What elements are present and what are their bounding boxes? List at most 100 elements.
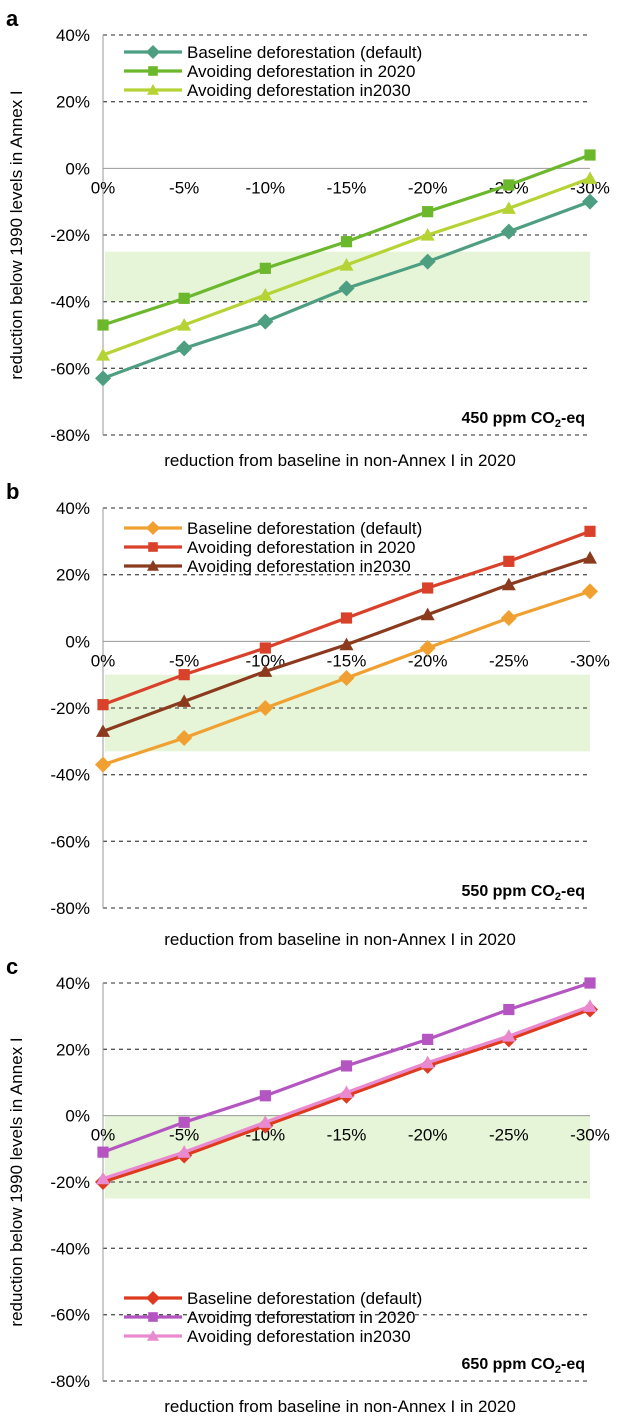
scenario-label: 550 ppm CO2-eq — [462, 883, 585, 903]
data-point — [419, 253, 436, 270]
data-point — [97, 1146, 109, 1158]
panel-letter: a — [6, 6, 19, 31]
legend: Baseline deforestation (default)Avoiding… — [124, 43, 422, 100]
series-1 — [95, 583, 598, 773]
y-tick-label: 0% — [65, 159, 90, 178]
data-point — [500, 610, 517, 626]
x-axis-title: reduction from baseline in non-Annex I i… — [164, 930, 516, 949]
data-point — [583, 551, 597, 564]
data-point — [340, 612, 353, 624]
y-tick-label: -40% — [50, 293, 90, 312]
data-point — [419, 640, 436, 656]
scenario-label: 650 ppm CO2-eq — [462, 1356, 585, 1376]
data-point — [503, 179, 515, 191]
legend: Baseline deforestation (default) Avoiding… — [124, 519, 422, 576]
legend-marker — [147, 1330, 159, 1341]
x-tick-label: 0% — [91, 651, 116, 670]
x-tick-label: -5% — [169, 651, 199, 670]
panel-letter: b — [6, 479, 19, 504]
data-point — [257, 313, 274, 330]
data-point — [97, 319, 109, 331]
x-tick-label: -20% — [408, 1126, 448, 1145]
data-point — [339, 1085, 354, 1099]
data-point — [259, 262, 271, 274]
legend-marker — [146, 521, 160, 535]
data-point — [584, 977, 596, 989]
data-point — [258, 664, 273, 677]
x-tick-label: -30% — [570, 651, 610, 670]
y-tick-label: -60% — [50, 359, 90, 378]
series-3 — [96, 171, 597, 361]
x-tick-label: -30% — [570, 1126, 610, 1145]
y-tick-label: -80% — [50, 899, 90, 918]
legend-marker — [148, 542, 158, 552]
x-tick-label: -20% — [408, 178, 448, 197]
data-point — [420, 607, 435, 621]
data-point — [176, 340, 193, 357]
legend-marker — [148, 1312, 158, 1322]
legend-label: Avoiding deforestation in2030 — [187, 81, 411, 100]
data-point — [501, 201, 516, 214]
y-tick-label: 0% — [65, 1107, 90, 1126]
chart-panel-a: a 40% 20% 0% -20% -40% -60% -80% 0% -5% -10% -15% -2… — [6, 6, 610, 470]
data-point — [95, 370, 111, 387]
data-point — [97, 699, 109, 711]
y-tick-label: 0% — [65, 632, 90, 651]
scenario-label: 450 ppm CO2-eq — [462, 410, 585, 430]
data-point — [503, 1003, 515, 1016]
data-point — [96, 1171, 110, 1185]
series-1 — [95, 193, 598, 387]
chart-panel-b: b 40% 20% 0% -20% -40% -60% -80% 0% -5% -10% -15% -2… — [6, 479, 610, 949]
y-tick-label: -20% — [50, 226, 90, 245]
data-point — [501, 1029, 516, 1042]
data-point — [583, 999, 597, 1012]
y-axis-title: reduction below 1990 levels in Annex I — [7, 1037, 26, 1326]
data-point — [338, 670, 355, 686]
data-point — [95, 756, 111, 773]
data-point — [420, 1055, 435, 1069]
x-tick-label: -15% — [327, 178, 367, 197]
y-tick-label: -60% — [50, 832, 90, 851]
chart-panel-c: c40%20%0%-20%-40%-60%-80%0% -5% -10% -15% -2… — [6, 954, 610, 1416]
data-point — [340, 236, 353, 248]
y-tick-label: 20% — [56, 1040, 90, 1059]
series-3 — [96, 551, 597, 737]
data-point — [177, 318, 192, 331]
series-3 — [96, 999, 597, 1185]
y-tick-label: 40% — [56, 26, 90, 45]
legend-label: Baseline deforestation (default) — [187, 519, 422, 538]
data-point — [584, 149, 596, 161]
panel-letter: c — [6, 954, 18, 979]
y-tick-label: -20% — [50, 1173, 90, 1192]
legend-label: Avoiding deforestation in2030 — [187, 557, 411, 576]
data-point — [96, 724, 110, 737]
y-tick-label: 40% — [56, 499, 90, 518]
legend-label: Avoiding deforestation in2030 — [187, 1327, 411, 1346]
x-tick-label: 0% — [91, 178, 116, 197]
x-tick-label: 0% — [91, 1126, 116, 1145]
legend-marker — [146, 1291, 160, 1305]
data-point — [338, 280, 355, 297]
data-point — [340, 1060, 353, 1072]
y-tick-label: 20% — [56, 566, 90, 585]
data-point — [258, 1115, 273, 1128]
y-axis-title: reduction below 1990 levels in Annex I — [7, 90, 26, 379]
data-point — [339, 637, 354, 651]
x-tick-label: -25% — [489, 651, 529, 670]
x-axis-title: reduction from baseline in non-Annex I i… — [164, 1397, 516, 1416]
data-point — [422, 206, 434, 218]
data-point — [178, 292, 190, 304]
legend-label: Baseline deforestation (default) — [187, 1289, 422, 1308]
x-axis-title: reduction from baseline in non-Annex I i… — [164, 451, 516, 470]
data-point — [582, 193, 598, 210]
data-point — [422, 1033, 434, 1045]
legend-label: Avoiding deforestation in 2020 — [187, 1308, 415, 1327]
legend-marker — [146, 45, 160, 59]
data-point — [258, 288, 273, 301]
data-point — [501, 577, 516, 591]
legend-marker — [148, 66, 158, 76]
data-point — [177, 1145, 192, 1158]
data-point — [176, 730, 193, 746]
x-tick-label: -20% — [408, 651, 448, 670]
x-tick-label: -15% — [327, 1126, 367, 1145]
